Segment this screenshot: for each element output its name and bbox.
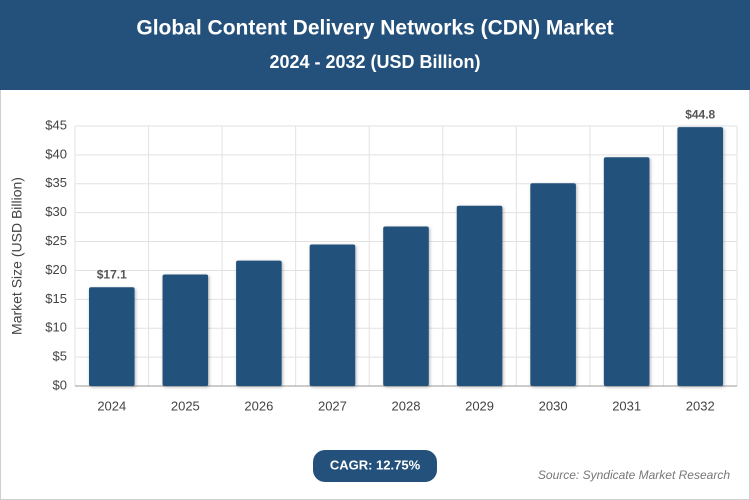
x-tick-label: 2024 xyxy=(97,398,126,413)
bar xyxy=(456,205,503,386)
x-tick-label: 2026 xyxy=(244,398,273,413)
bar xyxy=(236,260,282,386)
y-tick-label: $35 xyxy=(45,175,67,190)
x-tick-label: 2030 xyxy=(539,398,568,413)
bar xyxy=(309,244,356,386)
bar xyxy=(383,226,429,386)
y-tick-label: $30 xyxy=(45,204,67,219)
y-tick-label: $40 xyxy=(45,146,67,161)
y-tick-label: $10 xyxy=(45,320,67,335)
bar xyxy=(603,157,650,386)
bar xyxy=(677,127,724,387)
bar xyxy=(88,287,135,386)
cagr-badge xyxy=(313,450,437,482)
y-tick-label: $15 xyxy=(45,291,67,306)
chart-subtitle: 2024 - 2032 (USD Billion) xyxy=(269,52,480,72)
x-tick-label: 2028 xyxy=(392,398,421,413)
source: Source: Syndicate Market Research xyxy=(538,468,730,482)
value-label: $44.8 xyxy=(685,107,715,121)
y-tick-label: $45 xyxy=(45,117,67,132)
x-tick-label: 2025 xyxy=(171,398,200,413)
bar xyxy=(162,274,209,386)
header xyxy=(0,0,750,90)
x-tick-label: 2031 xyxy=(612,398,641,413)
bar xyxy=(530,183,576,386)
chart-title: Global Content Delivery Networks (CDN) M… xyxy=(136,17,613,40)
value-label: $17.1 xyxy=(97,267,127,281)
cagr-text: CAGR: 12.75% xyxy=(330,457,421,472)
x-tick-label: 2032 xyxy=(686,398,715,413)
y-tick-label: $25 xyxy=(45,233,67,248)
x-tick-label: 2027 xyxy=(318,398,347,413)
y-tick-label: $20 xyxy=(45,262,67,277)
x-tick-label: 2029 xyxy=(465,398,494,413)
y-tick-label: $0 xyxy=(53,377,67,392)
y-tick-label: $5 xyxy=(53,349,67,364)
y-axis-label: Market Size (USD Billion) xyxy=(9,177,25,335)
